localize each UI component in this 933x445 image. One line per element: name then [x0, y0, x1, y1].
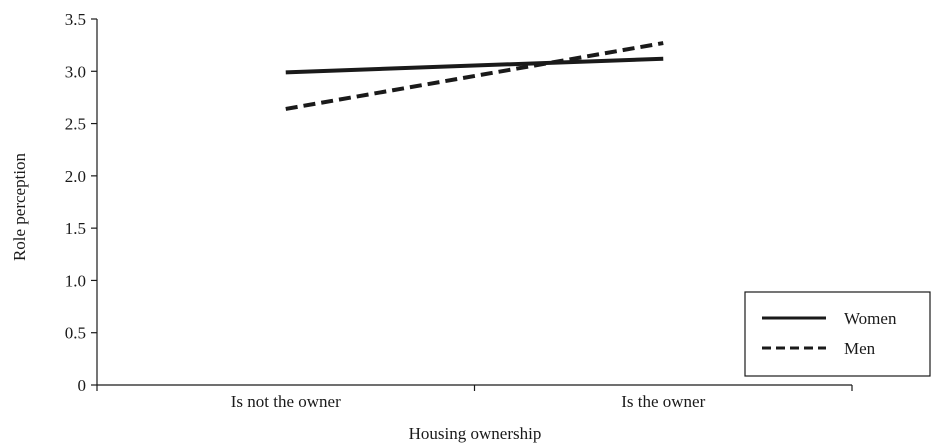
legend: Women Men — [744, 291, 931, 377]
x-tick-label: Is not the owner — [231, 392, 341, 411]
y-tick-label: 3.5 — [65, 10, 86, 29]
y-tick-label: 3.0 — [65, 62, 86, 81]
series-layer — [285, 41, 664, 111]
x-ticks: Is not the owner Is the owner — [96, 385, 853, 411]
y-tick-label: 1.0 — [65, 271, 86, 290]
legend-box — [744, 291, 931, 377]
x-tick-label: Is the owner — [621, 392, 705, 411]
legend-label-women: Women — [844, 309, 897, 328]
x-axis-title: Housing ownership — [409, 424, 542, 443]
series-line-women — [285, 56, 664, 75]
legend-label-men: Men — [844, 339, 876, 358]
y-tick-label: 0.5 — [65, 324, 86, 343]
y-tick-label: 0 — [78, 376, 87, 395]
y-tick-label: 2.0 — [65, 167, 86, 186]
series-line-men — [285, 41, 664, 111]
axes — [96, 19, 852, 386]
y-tick-label: 2.5 — [65, 115, 86, 134]
y-tick-label: 1.5 — [65, 219, 86, 238]
y-ticks: 0 0.5 1.0 1.5 2.0 2.5 3.0 3.5 — [65, 10, 97, 395]
y-axis-title: Role perception — [10, 152, 29, 261]
